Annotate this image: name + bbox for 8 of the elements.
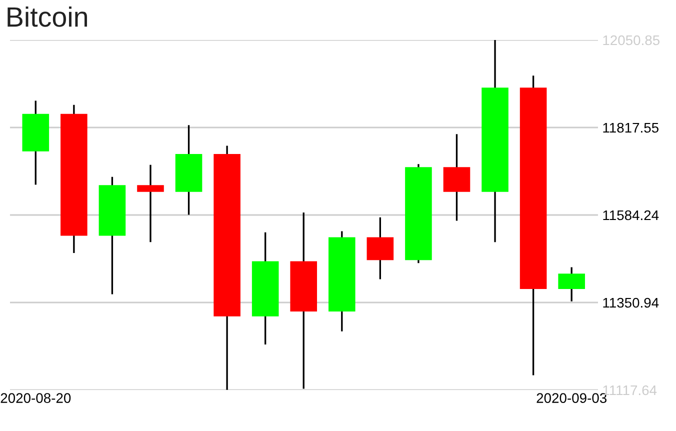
y-tick-label: 11817.55 — [603, 122, 658, 133]
y-tick-label: 11117.64 — [603, 385, 657, 396]
x-tick-label: 2020-09-03 — [536, 393, 606, 403]
y-tick-label: 11350.94 — [603, 298, 659, 308]
x-tick-label: 2020-08-20 — [0, 393, 71, 403]
candlestick — [137, 164, 164, 243]
chart-title: Bitcoin — [8, 6, 87, 27]
y-tick-label: 11584.24 — [603, 210, 659, 220]
